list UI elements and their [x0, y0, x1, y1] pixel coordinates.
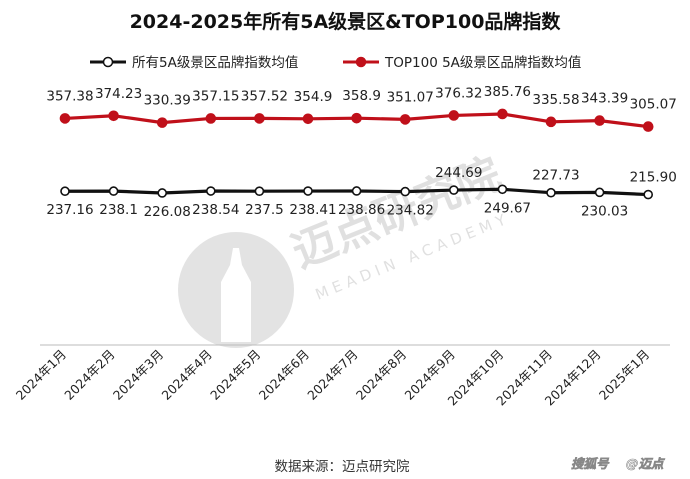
- data-point: [545, 116, 557, 128]
- data-label: 237.5: [245, 202, 284, 218]
- data-label: 354.9: [294, 89, 333, 105]
- data-label: 330.39: [144, 93, 191, 109]
- data-point: [205, 113, 217, 124]
- data-label: 244.69: [435, 165, 482, 181]
- legend-label-all: 所有5A级景区品牌指数均值: [132, 54, 298, 71]
- x-tick-label: 2024年8月: [353, 347, 409, 403]
- data-label: 357.15: [192, 88, 239, 104]
- x-tick-label: 2024年4月: [159, 347, 215, 403]
- data-label: 374.23: [95, 86, 142, 102]
- data-label: 238.1: [99, 202, 138, 218]
- legend-label-top100: TOP100 5A级景区品牌指数均值: [384, 54, 581, 71]
- data-point: [448, 185, 459, 195]
- data-label: 227.73: [532, 168, 579, 184]
- data-label: 237.16: [46, 202, 93, 218]
- data-label: 385.76: [484, 84, 531, 100]
- data-point: [497, 108, 508, 120]
- data-label: 358.9: [342, 88, 381, 104]
- badge-platform: 搜狐号: [571, 456, 610, 471]
- data-label: 249.67: [484, 200, 531, 216]
- data-label: 226.08: [144, 204, 191, 220]
- data-label: 238.54: [192, 202, 239, 218]
- legend-swatch-marker-top100: [355, 56, 367, 68]
- chart-title: 2024-2025年所有5A级景区&TOP100品牌指数: [130, 10, 562, 33]
- x-tick-label: 2024年3月: [110, 347, 166, 403]
- data-point: [497, 184, 508, 195]
- x-tick-label: 2024年7月: [304, 347, 360, 403]
- data-label: 230.03: [581, 203, 628, 219]
- data-label: 234.82: [387, 203, 434, 219]
- platform-badge: 搜狐号 @迈点: [571, 456, 666, 472]
- data-label: 238.86: [338, 202, 385, 218]
- data-point: [400, 186, 411, 197]
- data-point: [254, 186, 265, 196]
- badge-account: @迈点: [626, 456, 665, 471]
- data-point: [546, 187, 556, 198]
- data-point: [59, 113, 71, 124]
- data-point: [60, 186, 70, 197]
- data-point: [254, 113, 265, 124]
- data-point: [157, 188, 167, 198]
- x-tick-label: 2024年6月: [256, 347, 312, 403]
- x-tick-label: 2024年1月: [13, 347, 69, 403]
- data-point: [399, 114, 411, 125]
- data-point: [594, 187, 605, 198]
- data-point: [156, 117, 168, 128]
- legend-swatch-marker-all: [102, 56, 114, 68]
- data-label: 335.58: [532, 92, 579, 108]
- data-point: [351, 186, 362, 196]
- x-tick-label: 2024年5月: [207, 347, 263, 403]
- data-point: [303, 186, 313, 196]
- data-point: [108, 186, 119, 196]
- source-note: 数据来源：迈点研究院: [275, 459, 410, 475]
- data-point: [206, 186, 216, 196]
- x-tick-label: 2024年2月: [61, 347, 117, 403]
- data-point: [351, 112, 362, 124]
- watermark-logo: [178, 232, 294, 348]
- data-point: [108, 110, 119, 122]
- x-tick-label: 2025年1月: [596, 347, 652, 403]
- data-label: 357.38: [46, 88, 93, 104]
- data-point: [302, 113, 314, 125]
- data-label: 357.52: [241, 88, 288, 104]
- data-point: [642, 121, 654, 132]
- data-label: 343.39: [581, 91, 628, 107]
- data-point: [643, 189, 654, 200]
- data-label: 215.90: [630, 170, 677, 186]
- watermark-tower-icon: [221, 248, 251, 342]
- data-label: 305.07: [630, 97, 677, 113]
- data-label: 351.07: [387, 89, 434, 105]
- data-label: 376.32: [435, 85, 482, 101]
- legend: 所有5A级景区品牌指数均值 TOP100 5A级景区品牌指数均值: [90, 54, 581, 71]
- data-label: 238.41: [289, 202, 336, 218]
- data-point: [448, 110, 460, 121]
- data-point: [594, 115, 605, 126]
